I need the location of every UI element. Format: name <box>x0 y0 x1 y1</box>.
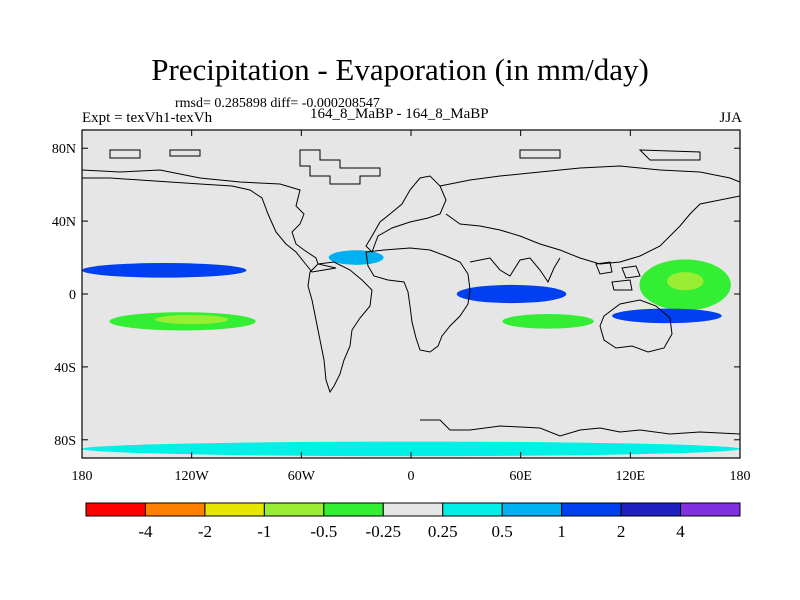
colorbar-label: 4 <box>676 522 685 541</box>
colorbar: -4 -2 -1 -0.5 -0.25 0.25 0.5 1 2 4 <box>85 502 741 541</box>
colorbar-swatch <box>382 502 444 517</box>
x-tick-label: 120E <box>616 469 646 484</box>
x-tick-label: 180 <box>72 469 93 484</box>
colorbar-label: -0.5 <box>310 522 337 541</box>
rmsd-diff-label: rmsd= 0.285898 diff= -0.000208547 <box>175 96 380 111</box>
colorbar-label: -0.25 <box>366 522 401 541</box>
coastline-europe <box>365 175 447 253</box>
anomaly-north-pacific-tropical-dry-band <box>82 263 247 278</box>
y-tick-label: 40S <box>54 361 76 376</box>
anomaly-east-africa-wet <box>502 314 594 329</box>
y-tick-label: 40N <box>52 215 76 230</box>
x-tick-label: 120W <box>175 469 210 484</box>
coastline-australia <box>599 299 673 353</box>
colorbar-swatch <box>263 502 325 517</box>
colorbar-swatch <box>442 502 503 517</box>
x-tick-label: 60E <box>509 469 532 484</box>
anomaly-north-atlantic-dry <box>328 250 384 265</box>
anomaly-south-pacific-convergence-core <box>155 314 229 325</box>
x-axis: 180 120W 60W 0 60E 120E 180 <box>72 130 751 484</box>
coastline-arctic-islands <box>109 149 701 161</box>
anomaly-west-pacific-warm-pool-core <box>666 272 704 291</box>
coastline-greenland <box>299 149 381 185</box>
colorbar-swatch <box>620 502 682 517</box>
map-background <box>82 130 740 458</box>
colorbar-swatch <box>501 502 563 517</box>
anomaly-fields <box>82 250 740 457</box>
chart-title: Precipitation - Evaporation (in mm/day) <box>151 52 649 87</box>
colorbar-label: 0.5 <box>492 522 513 541</box>
coastline-antarctica <box>420 419 740 437</box>
y-tick-label: 0 <box>69 288 76 303</box>
colorbar-swatch <box>144 502 206 517</box>
colorbar-swatch <box>680 502 741 517</box>
y-tick-label: 80S <box>54 434 76 449</box>
colorbar-label: -1 <box>257 522 271 541</box>
season-label: JJA <box>719 110 742 126</box>
colorbar-label: 1 <box>557 522 566 541</box>
x-tick-label: 60W <box>288 469 316 484</box>
colorbar-label: 2 <box>617 522 626 541</box>
colorbar-swatch <box>323 502 384 517</box>
x-tick-label: 180 <box>730 469 751 484</box>
anomaly-southern-ocean-dry-band <box>82 441 740 457</box>
y-axis: 80N 40N 0 40S 80S <box>52 142 740 449</box>
coastline-south-america <box>307 261 373 394</box>
x-tick-label: 0 <box>408 469 415 484</box>
coastline-north-america <box>82 169 337 273</box>
coastlines <box>82 149 740 437</box>
experiment-label: Expt = texVh1-texVh <box>82 110 213 126</box>
colorbar-label: -4 <box>138 522 153 541</box>
coastline-africa <box>365 247 471 353</box>
coastline-maritime-islands <box>595 261 641 291</box>
colorbar-label: -2 <box>198 522 212 541</box>
anomaly-indian-ocean-dry-band <box>456 284 567 304</box>
colorbar-swatch <box>204 502 265 517</box>
colorbar-swatch <box>85 502 146 517</box>
case-label: 164_8_MaBP - 164_8_MaBP <box>310 106 489 122</box>
colorbar-swatch <box>561 502 622 517</box>
colorbar-label: 0.25 <box>428 522 458 541</box>
coastline-arabia-india <box>469 257 561 284</box>
y-tick-label: 80N <box>52 142 76 157</box>
